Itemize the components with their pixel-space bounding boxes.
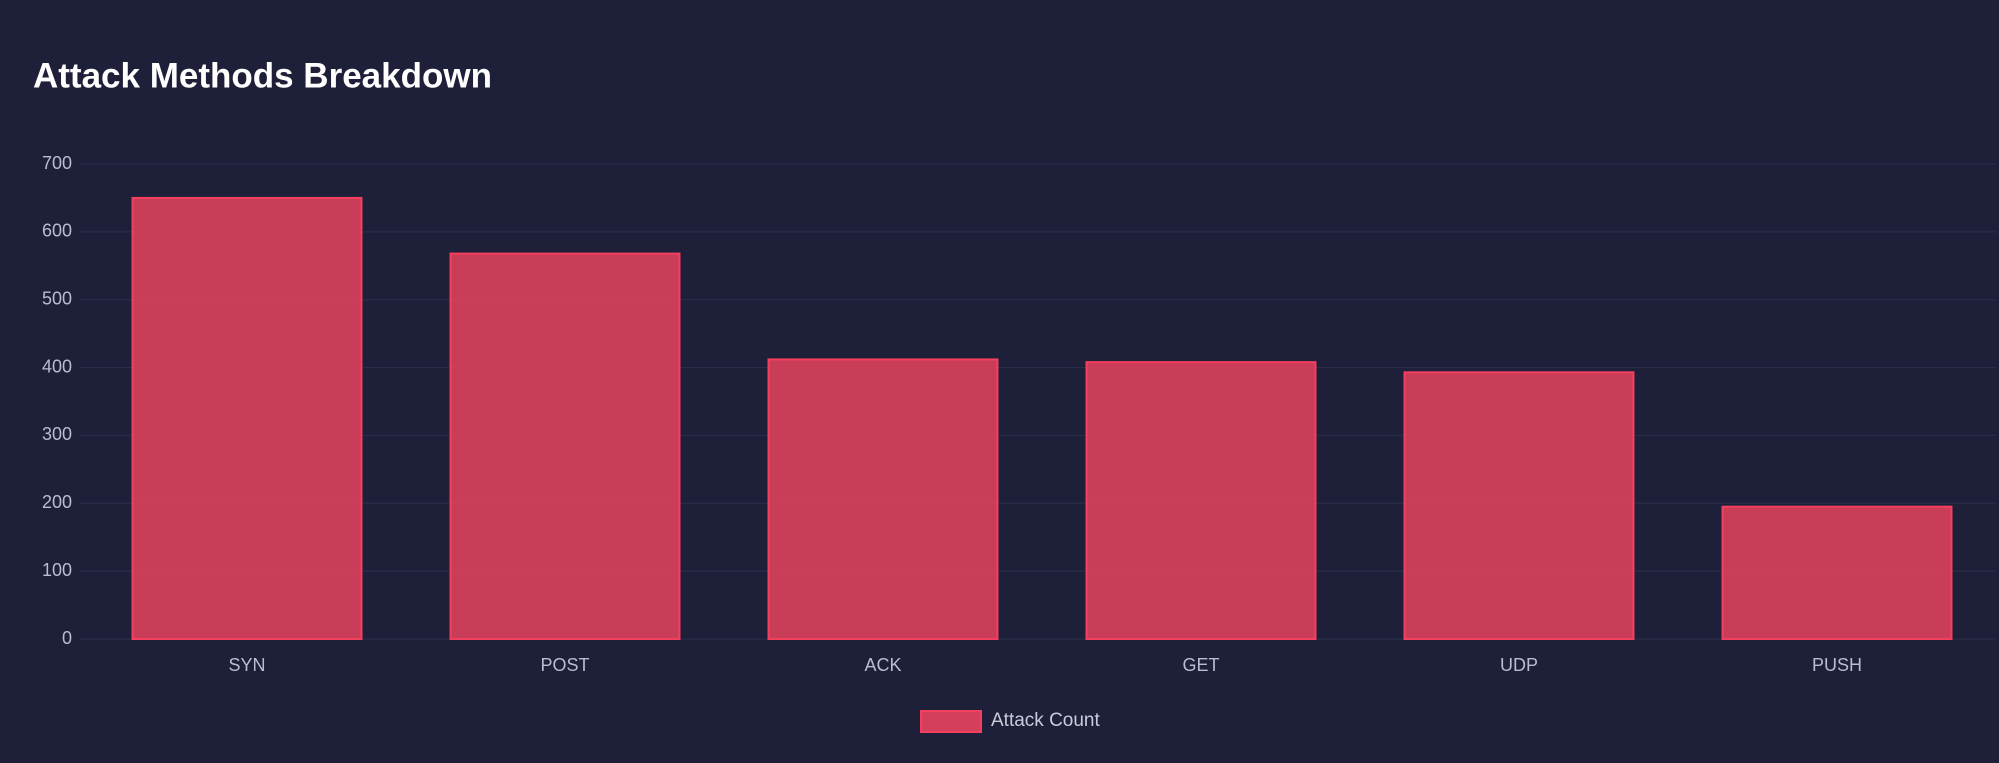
x-tick-label: ACK bbox=[864, 655, 901, 675]
bar bbox=[131, 196, 363, 641]
x-tick-label: POST bbox=[540, 655, 589, 675]
bar bbox=[1721, 505, 1953, 640]
y-tick-label: 0 bbox=[62, 628, 72, 648]
x-tick-label: UDP bbox=[1500, 655, 1538, 675]
bar bbox=[449, 252, 681, 640]
x-tick-label: SYN bbox=[228, 655, 265, 675]
bar bbox=[767, 358, 999, 640]
bar bbox=[1403, 371, 1635, 640]
y-tick-label: 200 bbox=[42, 492, 72, 512]
x-tick-label: GET bbox=[1182, 655, 1219, 675]
legend-swatch bbox=[920, 710, 982, 733]
y-tick-label: 700 bbox=[42, 153, 72, 173]
y-tick-label: 500 bbox=[42, 288, 72, 308]
legend-label: Attack Count bbox=[991, 710, 1100, 731]
y-tick-label: 400 bbox=[42, 356, 72, 376]
y-tick-label: 100 bbox=[42, 560, 72, 580]
y-tick-label: 600 bbox=[42, 221, 72, 241]
x-tick-label: PUSH bbox=[1812, 655, 1862, 675]
chart-title: Attack Methods Breakdown bbox=[33, 56, 492, 95]
y-tick-label: 300 bbox=[42, 424, 72, 444]
bar bbox=[1085, 361, 1317, 640]
